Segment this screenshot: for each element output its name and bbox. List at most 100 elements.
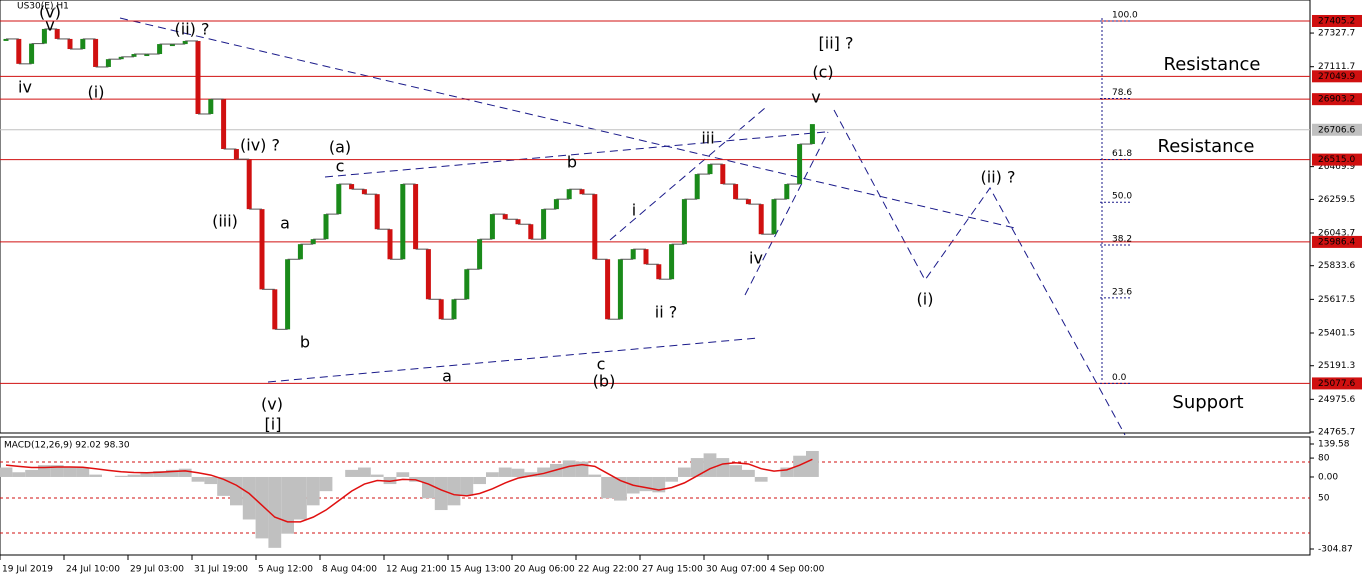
trend-line (119, 17, 1016, 229)
x-tick-label: 27 Aug 15:00 (642, 565, 703, 575)
wave-label: Resistance (1164, 54, 1261, 75)
level-tag (1312, 153, 1362, 166)
level-tag (1312, 70, 1362, 83)
y-tick-label: 24975.6 (1318, 395, 1355, 405)
macd-bar (460, 476, 474, 496)
fib-label: 78.6 (1112, 88, 1132, 98)
trend-line (324, 131, 826, 178)
macd-bar (38, 465, 51, 477)
fib-label: 100.0 (1112, 10, 1138, 20)
wave-label: i (632, 201, 636, 220)
wave-label: b (567, 153, 577, 172)
macd-bar (217, 476, 230, 496)
macd-panel (0, 436, 1311, 556)
wave-label: Resistance (1158, 136, 1255, 157)
macd-bar (562, 460, 576, 477)
macd-bar (50, 465, 64, 477)
macd-bar (665, 476, 678, 482)
wave-label: (i) (917, 290, 934, 309)
y-tick-label: 25617.5 (1318, 295, 1355, 305)
x-tick-label: 20 Aug 06:00 (514, 565, 575, 575)
x-tick-label: 31 Jul 19:00 (194, 565, 248, 575)
wave-label: c (597, 355, 606, 374)
wave-label: a (280, 214, 290, 233)
macd-bar (204, 476, 218, 485)
y-tick-label: 24765.7 (1318, 428, 1355, 438)
macd-bar (601, 476, 614, 499)
x-tick-label: 12 Aug 21:00 (386, 565, 447, 575)
macd-bar (76, 467, 90, 477)
macd-bar (319, 476, 333, 492)
macd-bar (422, 476, 435, 499)
macd-title: MACD(12,26,9) 92.02 98.30 (4, 441, 130, 451)
macd-bar (0, 467, 13, 477)
macd-bar (716, 458, 730, 477)
wave-label: Support (1172, 392, 1243, 413)
wave-label: b (300, 333, 310, 352)
level-tag (1312, 123, 1362, 136)
macd-bar (345, 469, 358, 477)
y-tick-label: 25833.6 (1318, 261, 1355, 271)
macd-bar (255, 476, 269, 539)
wave-label: c (336, 157, 345, 176)
level-tag (1312, 377, 1362, 390)
wave-label: v (45, 16, 54, 35)
macd-bar (166, 469, 179, 477)
macd-bar (498, 467, 512, 477)
x-tick-label: 22 Aug 22:00 (578, 565, 639, 575)
macd-bar (12, 472, 26, 477)
wave-label: (i) (88, 83, 105, 102)
wave-label: (c) (812, 63, 833, 82)
x-tick-label: 5 Aug 12:00 (258, 565, 313, 575)
y-tick-label: 26259.5 (1318, 195, 1355, 205)
macd-bar (742, 469, 755, 477)
macd-bar (89, 474, 102, 477)
x-tick-label: 19 Jul 2019 (2, 565, 53, 575)
macd-bar (358, 467, 371, 477)
macd-bar (230, 476, 243, 506)
macd-bar (588, 474, 602, 477)
x-tick-label: 4 Sep 00:00 (770, 565, 825, 575)
macd-bar (242, 476, 256, 520)
wave-label: iv (749, 249, 763, 268)
macd-bar (511, 468, 525, 477)
wave-label: ii ? (655, 303, 677, 322)
wave-label: iv (18, 78, 32, 97)
fib-label: 50.0 (1112, 192, 1132, 202)
fib-label: 38.2 (1112, 234, 1132, 244)
wave-label: a (442, 367, 452, 386)
macd-bar (268, 476, 282, 548)
level-label: 25986.4 (1318, 237, 1355, 247)
macd-bar (473, 476, 486, 485)
level-label: 26515.0 (1318, 155, 1355, 165)
macd-bar (703, 453, 717, 477)
y-tick-label: 26469.9 (1318, 162, 1355, 172)
macd-bar (294, 476, 307, 520)
projection-line (833, 109, 1126, 436)
macd-bar (140, 473, 154, 477)
y-tick-label: 25191.3 (1318, 361, 1355, 371)
wave-label: v (811, 88, 820, 107)
y-tick-label: 139.58 (1318, 440, 1350, 450)
wave-label: (iv) ? (240, 136, 280, 155)
fib-label: 23.6 (1112, 287, 1132, 297)
y-tick-label: 27327.7 (1318, 29, 1355, 39)
y-tick-label: 26043.7 (1318, 228, 1355, 238)
macd-bar (153, 471, 166, 477)
macd-bar (434, 476, 448, 511)
y-tick-label: 25401.5 (1318, 328, 1355, 338)
wave-label: (ii) ? (175, 20, 210, 39)
wave-label: [ii] ? (819, 34, 854, 53)
level-label: 26706.6 (1318, 125, 1355, 135)
wave-label: (a) (329, 138, 351, 157)
macd-bar (114, 475, 128, 477)
macd-bar (306, 476, 320, 506)
macd-bar (281, 476, 294, 534)
y-tick-label: 0.00 (1318, 472, 1338, 482)
level-label: 50 (1318, 494, 1330, 504)
y-tick-label: 27111.7 (1318, 62, 1355, 72)
wave-label: (b) (593, 372, 616, 391)
wave-label: (v) (39, 3, 61, 22)
macd-bar (370, 474, 384, 477)
